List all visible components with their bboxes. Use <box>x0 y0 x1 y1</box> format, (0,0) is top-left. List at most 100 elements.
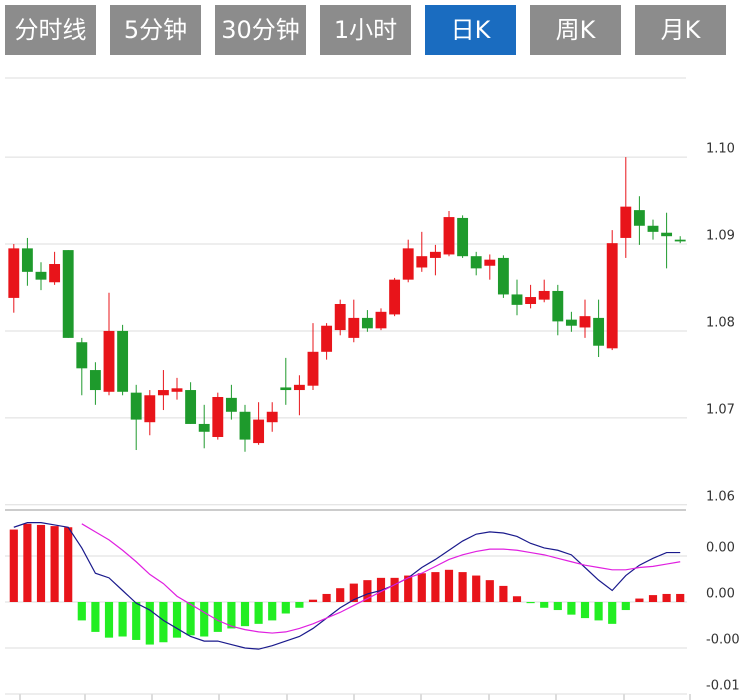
histogram-bar <box>621 602 630 611</box>
tab-label: 1小时 <box>334 16 397 44</box>
tab-button[interactable] <box>530 5 621 55</box>
candle-body <box>266 411 278 423</box>
histogram-bar <box>390 577 399 602</box>
histogram-bar <box>295 602 304 608</box>
histogram-bar <box>186 602 195 636</box>
candle-body <box>89 370 101 391</box>
candle-body <box>185 390 197 424</box>
y-tick-label: 0.00 <box>706 541 735 556</box>
histogram-bar <box>499 585 508 602</box>
candle-body <box>511 294 523 305</box>
candle-body <box>225 397 237 412</box>
candle-body <box>606 243 618 349</box>
candle-body <box>76 342 88 369</box>
histogram-bar <box>172 602 182 638</box>
histogram-bar <box>132 602 141 640</box>
tab-label: 周K <box>556 16 597 44</box>
tab-button[interactable] <box>425 5 516 55</box>
tab-button[interactable] <box>5 5 96 55</box>
tab-label: 30分钟 <box>221 16 300 44</box>
candle-body <box>674 239 686 242</box>
histogram-bar <box>404 575 413 602</box>
histogram-bar <box>580 602 590 619</box>
histogram-bar <box>104 602 114 638</box>
candle-body <box>280 387 292 391</box>
histogram-bar <box>512 596 522 602</box>
y-tick-label: 1.08 <box>706 315 735 330</box>
histogram-bar <box>118 602 127 637</box>
histogram-bar <box>594 602 603 621</box>
candle-body <box>117 330 129 392</box>
candle-body <box>497 257 509 295</box>
histogram-bar <box>240 602 250 627</box>
candle-body <box>157 390 169 396</box>
candle-body <box>171 388 183 392</box>
histogram-bar <box>322 593 331 602</box>
histogram-bar <box>91 602 100 632</box>
histogram-bar <box>662 593 671 602</box>
tab-button[interactable] <box>215 5 306 55</box>
tab-label: 月K <box>661 16 702 44</box>
histogram-bar <box>349 583 358 602</box>
histogram-bar <box>540 602 549 608</box>
candle-body <box>661 232 673 237</box>
histogram-bar <box>526 602 535 604</box>
histogram-bar <box>458 572 467 602</box>
histogram-bar <box>676 593 685 602</box>
candle-body <box>565 319 577 326</box>
candle-body <box>144 395 156 423</box>
x-axis-ticks <box>19 694 691 700</box>
histogram-bar <box>635 598 644 602</box>
histogram-bar <box>213 602 222 632</box>
candle-body <box>525 297 537 304</box>
histogram-bar <box>648 595 658 602</box>
tab-button[interactable] <box>320 5 411 55</box>
histogram-bar <box>254 602 263 624</box>
candle-body <box>198 423 210 432</box>
candle-body <box>130 392 142 420</box>
candle-body <box>62 250 74 338</box>
histogram-bar <box>77 602 86 621</box>
candle-body <box>633 210 645 226</box>
candle-body <box>647 225 659 232</box>
histogram-bar <box>145 602 154 645</box>
histogram-bar <box>431 572 440 602</box>
histogram-bar <box>200 602 209 637</box>
indicator-line <box>13 522 681 650</box>
histogram-bar <box>417 573 426 602</box>
candle-body <box>49 264 61 283</box>
histogram-bar <box>281 602 290 614</box>
candle-body <box>212 397 224 437</box>
y-tick-label: 1.10 <box>706 142 735 157</box>
tab-button[interactable] <box>635 5 726 55</box>
histogram-bar <box>608 602 617 624</box>
candle-body <box>375 311 387 329</box>
histogram-bar <box>485 580 494 602</box>
y-tick-label: 0.00 <box>706 587 735 602</box>
histogram-bar <box>472 575 481 602</box>
candle-body <box>334 303 346 331</box>
histogram-bar <box>444 569 454 602</box>
candle-body <box>361 317 373 329</box>
histogram-bar <box>567 602 576 615</box>
candle-body <box>35 271 47 280</box>
candle-body <box>21 248 33 272</box>
candle-body <box>402 248 414 280</box>
histogram-bar <box>64 527 73 602</box>
candle-body <box>593 317 605 346</box>
indicator-line <box>81 523 681 634</box>
candle-body <box>348 317 360 338</box>
tab-label: 日K <box>451 16 492 44</box>
candle-body <box>321 325 333 352</box>
y-tick-label: 1.07 <box>706 402 735 417</box>
histogram-bar <box>23 523 32 602</box>
candle-body <box>293 384 305 391</box>
tab-button[interactable] <box>110 5 201 55</box>
candle-body <box>620 206 632 238</box>
y-tick-label: -0.01 <box>706 679 740 694</box>
histogram-bar <box>363 580 372 602</box>
candle-body <box>552 290 564 322</box>
tab-label: 5分钟 <box>124 16 187 44</box>
histogram-bar <box>159 602 168 643</box>
candle-body <box>416 256 428 268</box>
